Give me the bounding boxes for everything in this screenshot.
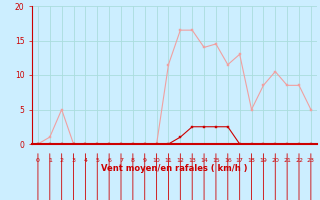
X-axis label: Vent moyen/en rafales ( km/h ): Vent moyen/en rafales ( km/h )	[101, 164, 248, 173]
